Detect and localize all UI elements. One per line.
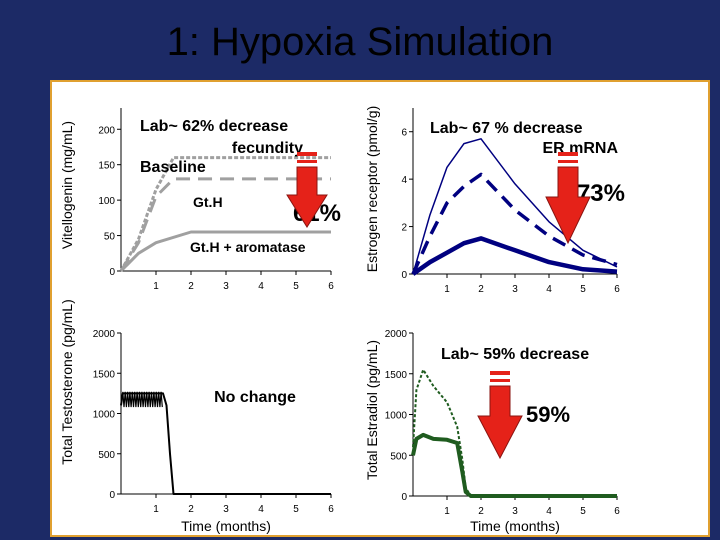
testosterone-y-tick-label: 0	[109, 490, 115, 501]
vitellogenin-lab-note: Lab~ 62% decrease	[140, 118, 288, 135]
estrogen_receptor-series-line	[411, 236, 618, 276]
testosterone-x-tick-label: 6	[328, 504, 334, 515]
estradiol-red-arrow-cap	[490, 371, 510, 375]
estradiol-series-line	[411, 432, 617, 498]
estrogen-receptor-red-arrow-cap	[558, 152, 578, 156]
estrogen_receptor-x-tick-label: 2	[478, 284, 484, 295]
estrogen_receptor-y-axis-title: Estrogen receptor (pmol/g)	[364, 106, 380, 273]
estradiol-y-tick-label: 0	[401, 492, 407, 503]
testosterone-x-tick-label: 1	[153, 504, 159, 515]
vitellogenin-series-line	[119, 230, 331, 273]
estradiol-y-axis-title: Total Estradiol (pg/mL)	[364, 340, 380, 480]
vitellogenin-x-tick-label: 5	[293, 281, 299, 292]
estradiol-y-tick-label: 1000	[385, 411, 408, 422]
estrogen_receptor-series-line	[411, 172, 618, 275]
estrogen_receptor-y-tick-label: 6	[401, 128, 407, 139]
estrogen_receptor-x-tick-label: 6	[614, 284, 620, 295]
slide-title: 1: Hypoxia Simulation	[166, 20, 554, 64]
estradiol-percent-label: 59%	[526, 402, 570, 427]
estrogen-receptor-red-arrow-cap-2	[558, 160, 578, 163]
estradiol-x-tick-label: 2	[478, 506, 484, 517]
testosterone-x-tick-label: 2	[188, 504, 194, 515]
vitellogenin-lab-note-2: fecundity	[232, 140, 303, 157]
vitellogenin-y-tick-label: 0	[109, 267, 115, 278]
testosterone-x-tick-label: 3	[223, 504, 229, 515]
estrogen_receptor-y-tick-label: 0	[401, 270, 407, 281]
estrogen_receptor-x-tick-label: 5	[580, 284, 586, 295]
estradiol-x-tick-label: 4	[546, 506, 552, 517]
estradiol-x-tick-label: 6	[614, 506, 620, 517]
estradiol-y-tick-label: 2000	[385, 329, 408, 340]
estrogen_receptor-y-tick-label: 2	[401, 223, 407, 234]
vitellogenin-gth-label: Gt.H	[193, 194, 223, 210]
testosterone-x-tick-label: 4	[258, 504, 264, 515]
testosterone-y-tick-label: 500	[98, 450, 115, 461]
estrogen_receptor-y-tick-label: 4	[401, 175, 407, 186]
vitellogenin-series-line	[119, 177, 331, 272]
estradiol-y-tick-label: 500	[390, 451, 407, 462]
vitellogenin-y-tick-label: 100	[98, 196, 115, 207]
testosterone-oscillation	[122, 391, 163, 408]
estrogen_receptor-x-tick-label: 4	[546, 284, 552, 295]
vitellogenin-x-tick-label: 6	[328, 281, 334, 292]
testosterone-y-axis-title: Total Testosterone (pg/mL)	[59, 299, 75, 465]
vitellogenin-red-arrow-cap	[297, 152, 317, 156]
vitellogenin-x-tick-label: 3	[223, 281, 229, 292]
estrogen-receptor-red-arrow	[545, 166, 591, 245]
estradiol-series-line	[412, 368, 617, 497]
testosterone-y-tick-label: 2000	[93, 329, 116, 340]
estradiol-x-tick-label: 1	[444, 506, 450, 517]
vitellogenin-x-tick-label: 1	[153, 281, 159, 292]
testosterone-y-tick-label: 1000	[93, 410, 116, 421]
estrogen-receptor-lab-note: Lab~ 67 % decrease	[430, 120, 583, 137]
vitellogenin-red-arrow-cap-2	[297, 160, 317, 163]
vitellogenin-red-arrow	[286, 166, 328, 228]
testosterone-series-line	[120, 392, 331, 495]
vitellogenin-y-tick-label: 200	[98, 125, 115, 136]
chart-panel	[50, 80, 710, 537]
vitellogenin-x-tick-label: 4	[258, 281, 264, 292]
estradiol-lab-note: Lab~ 59% decrease	[441, 346, 589, 363]
estradiol-x-tick-label: 3	[512, 506, 518, 517]
estradiol-y-tick-label: 1500	[385, 370, 408, 381]
estradiol-x-axis-label: Time (months)	[470, 518, 560, 534]
vitellogenin-y-tick-label: 150	[98, 161, 115, 172]
estrogen_receptor-series-line	[412, 138, 618, 275]
vitellogenin-baseline-label: Baseline	[140, 159, 206, 176]
estrogen_receptor-x-tick-label: 1	[444, 284, 450, 295]
estrogen_receptor-x-tick-label: 3	[512, 284, 518, 295]
vitellogenin-y-axis-title: Vitellogenin (mg/mL)	[59, 121, 75, 249]
testosterone-x-axis-label: Time (months)	[181, 518, 271, 534]
estradiol-red-arrow-cap-2	[490, 379, 510, 382]
testosterone-y-tick-label: 1500	[93, 369, 116, 380]
estradiol-x-tick-label: 5	[580, 506, 586, 517]
vitellogenin-gth-aromatase-label: Gt.H + aromatase	[190, 239, 306, 255]
testosterone-note: No change	[214, 389, 296, 406]
vitellogenin-y-tick-label: 50	[104, 232, 116, 243]
estrogen-receptor-lab-note-2: ER mRNA	[542, 140, 618, 157]
estradiol-red-arrow	[477, 385, 523, 460]
vitellogenin-x-tick-label: 2	[188, 281, 194, 292]
testosterone-x-tick-label: 5	[293, 504, 299, 515]
